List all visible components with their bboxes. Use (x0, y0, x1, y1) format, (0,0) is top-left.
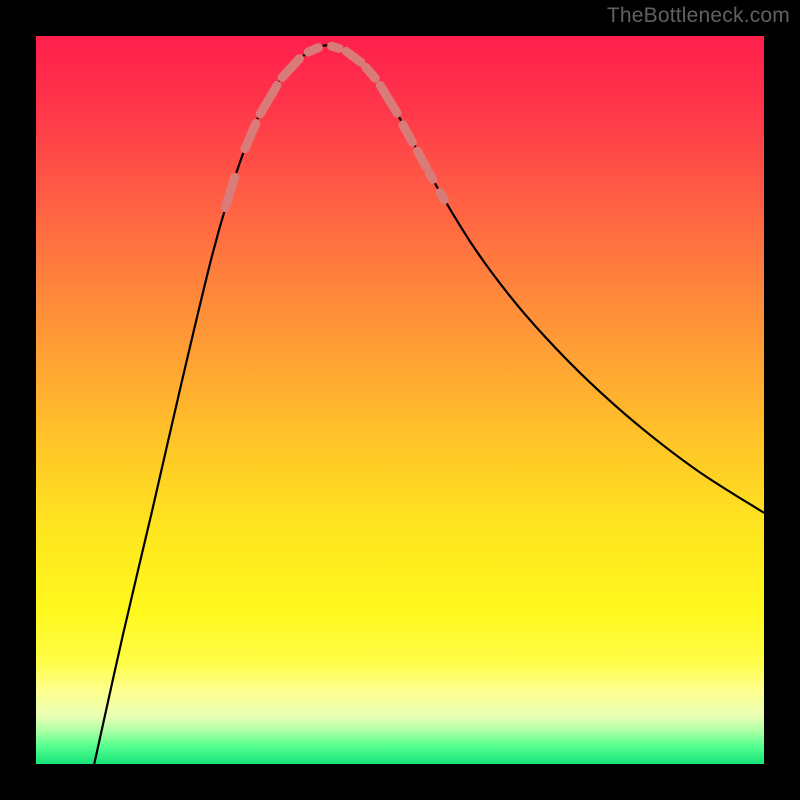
marker-segment (332, 46, 339, 48)
plot-surface (36, 36, 764, 764)
marker-segment (429, 173, 433, 180)
gradient-fill (36, 36, 764, 764)
marker-segment (308, 48, 318, 52)
watermark-text: TheBottleneck.com (607, 4, 790, 28)
plot-area (36, 36, 764, 764)
marker-segment (440, 193, 444, 200)
chart-wrapper: TheBottleneck.com (0, 0, 800, 800)
